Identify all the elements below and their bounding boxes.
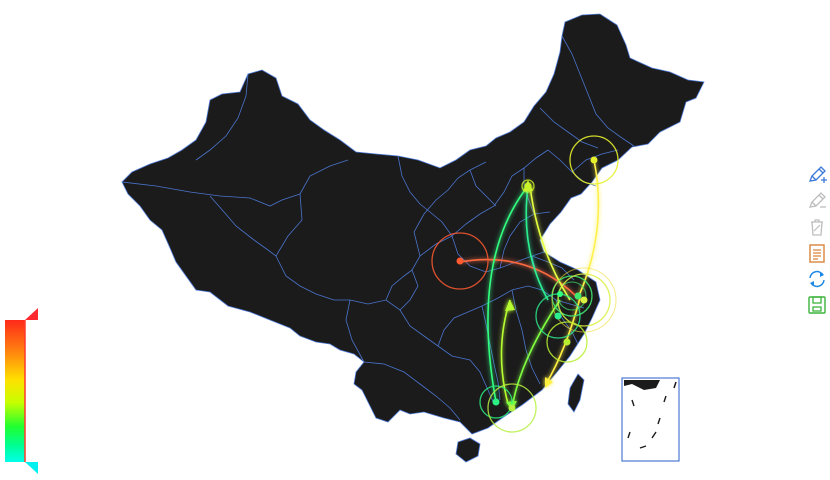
- route-north-to-east[interactable]: [529, 185, 571, 301]
- data-view-icon[interactable]: [806, 242, 828, 264]
- range-bar: [5, 320, 25, 462]
- arrow-southeast: [545, 377, 553, 388]
- mainland-land[interactable]: [121, 13, 705, 435]
- south-marker-a[interactable]: [479, 385, 513, 419]
- south-china-sea-inset: [621, 377, 680, 462]
- toolbox: [806, 164, 828, 320]
- route-central-to-north[interactable]: [525, 185, 549, 301]
- north-marker[interactable]: [521, 179, 535, 193]
- mark-icon[interactable]: [806, 164, 828, 186]
- mark-undo-icon: [806, 190, 828, 212]
- color-range-legend[interactable]: [4, 306, 40, 476]
- hainan-island[interactable]: [455, 437, 481, 463]
- east-marker-c[interactable]: [535, 291, 581, 339]
- taiwan-island[interactable]: [567, 373, 585, 413]
- province-borders: [121, 35, 635, 421]
- mark-clear-icon: [806, 216, 828, 238]
- west-marker[interactable]: [431, 232, 489, 290]
- route-west-to-east[interactable]: [459, 258, 579, 299]
- route-east-to-south[interactable]: [511, 299, 561, 409]
- route-east-to-southeast[interactable]: [545, 297, 581, 385]
- range-handle-top[interactable]: [25, 308, 38, 320]
- route-south-to-north[interactable]: [487, 185, 529, 403]
- route-northeast-to-east[interactable]: [577, 159, 600, 299]
- city-markers: [431, 135, 619, 433]
- save-image-icon[interactable]: [806, 294, 828, 316]
- east-marker-a[interactable]: [551, 275, 593, 317]
- range-handle-bottom[interactable]: [25, 462, 38, 474]
- southeast-marker[interactable]: [546, 321, 588, 363]
- arrow-central: [505, 300, 515, 311]
- south-marker-b[interactable]: [487, 383, 537, 433]
- northeast-marker[interactable]: [569, 135, 619, 185]
- restore-icon[interactable]: [806, 268, 828, 290]
